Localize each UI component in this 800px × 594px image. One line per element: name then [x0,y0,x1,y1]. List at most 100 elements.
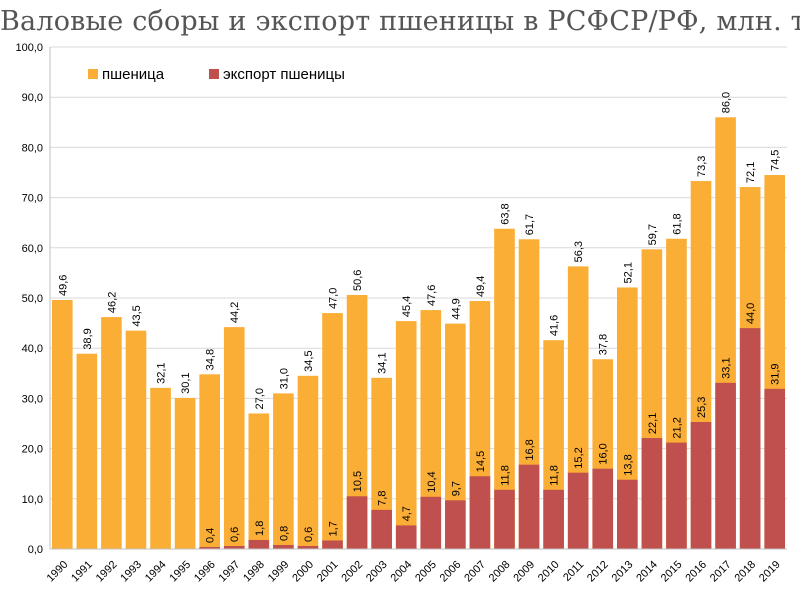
data-label-export-2012: 16,0 [598,443,610,464]
data-label-export-2019: 31,9 [770,363,782,384]
bar-wheat-1991 [76,353,98,549]
data-label-export-2007: 14,5 [475,451,487,472]
data-label-export-2011: 15,2 [573,447,585,468]
data-label-wheat-2017: 86,0 [721,92,733,113]
x-tick-label: 2012 [585,559,611,585]
chart-title: Валовые сборы и экспорт пшеницы в РСФСР/… [0,6,800,37]
data-label-wheat-1996: 34,8 [205,349,217,370]
bar-export-2009 [518,464,540,549]
data-label-export-2016: 25,3 [696,397,708,418]
data-label-wheat-2009: 61,7 [524,214,536,235]
data-label-wheat-2001: 47,0 [328,288,340,309]
data-label-wheat-1999: 31,0 [278,368,290,389]
x-tick-label: 2008 [487,559,513,585]
x-tick-label: 2014 [634,559,660,585]
x-tick-label: 2016 [683,559,709,585]
data-label-export-2015: 21,2 [671,417,683,438]
bar-wheat-1997 [223,327,245,549]
bar-wheat-2005 [420,310,442,549]
x-tick-label: 1997 [217,559,243,585]
y-tick-label: 30,0 [22,393,43,405]
y-tick-label: 80,0 [22,142,43,154]
x-tick-label: 2003 [364,559,390,585]
data-label-export-2003: 7,8 [377,491,389,506]
data-label-wheat-1998: 27,0 [254,388,266,409]
y-tick-label: 0,0 [28,544,43,556]
bar-wheat-2004 [395,321,417,549]
x-tick-label: 2010 [536,559,562,585]
data-label-export-2006: 9,7 [450,481,462,496]
data-label-wheat-1992: 46,2 [106,292,118,313]
legend-label-export: экспорт пшеницы [223,66,345,83]
bar-export-2011 [567,472,589,549]
bar-wheat-1992 [101,317,122,549]
legend-swatch-wheat [88,69,98,79]
data-label-export-2004: 4,7 [401,506,413,521]
data-label-wheat-1993: 43,5 [131,305,143,326]
bar-export-2017 [715,382,736,549]
bar-export-2003 [371,509,392,549]
y-tick-label: 10,0 [22,494,43,506]
data-label-wheat-2006: 44,9 [450,298,462,319]
bar-wheat-2008 [494,228,515,549]
x-tick-label: 2000 [290,559,316,585]
bar-export-2018 [739,328,761,549]
bar-wheat-1994 [150,387,171,549]
data-label-export-2005: 10,4 [426,471,438,492]
bar-wheat-2006 [445,323,466,549]
bar-wheat-1995 [174,397,196,549]
y-axis: 0,0 10,0 20,0 30,0 40,0 50,0 60,0 70,0 80,0 90,0 1… [15,42,51,556]
data-label-wheat-2011: 56,3 [573,241,585,262]
bar-export-2014 [641,438,663,549]
bar-wheat-1990 [51,300,73,549]
data-label-export-2001: 1,7 [328,521,340,536]
data-label-wheat-2013: 52,1 [622,262,634,283]
bar-wheat-1996 [199,374,221,549]
bar-export-2000 [297,545,319,549]
data-label-wheat-2003: 34,1 [377,352,389,373]
data-label-wheat-2004: 45,4 [401,296,413,317]
x-tick-label: 1992 [94,559,120,585]
y-tick-label: 40,0 [22,343,43,355]
data-label-wheat-2002: 50,6 [352,270,364,291]
data-label-export-2009: 16,8 [524,439,536,460]
legend-swatch-export [209,69,219,79]
data-labels: 49,6 38,9 46,2 43,5 32,1 30,1 0,4 34,8 0,6 44,2 1,… [57,92,781,543]
x-tick-label: 1990 [45,559,71,585]
data-label-wheat-2005: 47,6 [426,285,438,306]
data-label-wheat-1997: 44,2 [229,302,241,323]
bar-export-2016 [690,421,712,549]
bar-export-2012 [592,468,614,549]
y-tick-label: 100,0 [15,42,43,54]
data-label-wheat-2010: 41,6 [549,315,561,336]
y-tick-label: 70,0 [22,193,43,205]
bar-export-2002 [346,496,368,549]
data-label-export-1997: 0,6 [229,527,241,542]
bar-wheat-1999 [273,393,294,549]
x-tick-label: 2002 [339,559,365,585]
legend: пшеница экспорт пшеницы [88,66,345,83]
data-label-wheat-1991: 38,9 [82,328,94,349]
bar-export-1998 [248,539,270,549]
x-tick-label: 2006 [438,559,464,585]
bar-export-2013 [616,479,638,549]
x-tick-label: 1999 [266,559,292,585]
data-label-export-2010: 11,8 [549,465,561,486]
data-label-wheat-2015: 61,8 [671,213,683,234]
data-label-export-1999: 0,8 [278,526,290,541]
data-label-wheat-1994: 32,1 [156,362,168,383]
data-label-wheat-2019: 74,5 [770,150,782,171]
data-label-wheat-1995: 30,1 [180,372,192,393]
x-tick-label: 2017 [708,559,734,585]
x-tick-label: 2011 [561,559,586,584]
data-label-wheat-1990: 49,6 [57,275,69,296]
data-label-wheat-2008: 63,8 [499,203,511,224]
bar-wheat-2002 [346,294,368,549]
legend-label-wheat: пшеница [102,66,165,83]
bar-export-2005 [420,496,442,549]
bar-export-2010 [543,489,564,549]
data-label-export-2018: 44,0 [745,303,757,324]
y-tick-label: 90,0 [22,92,43,104]
y-tick-label: 20,0 [22,444,43,456]
